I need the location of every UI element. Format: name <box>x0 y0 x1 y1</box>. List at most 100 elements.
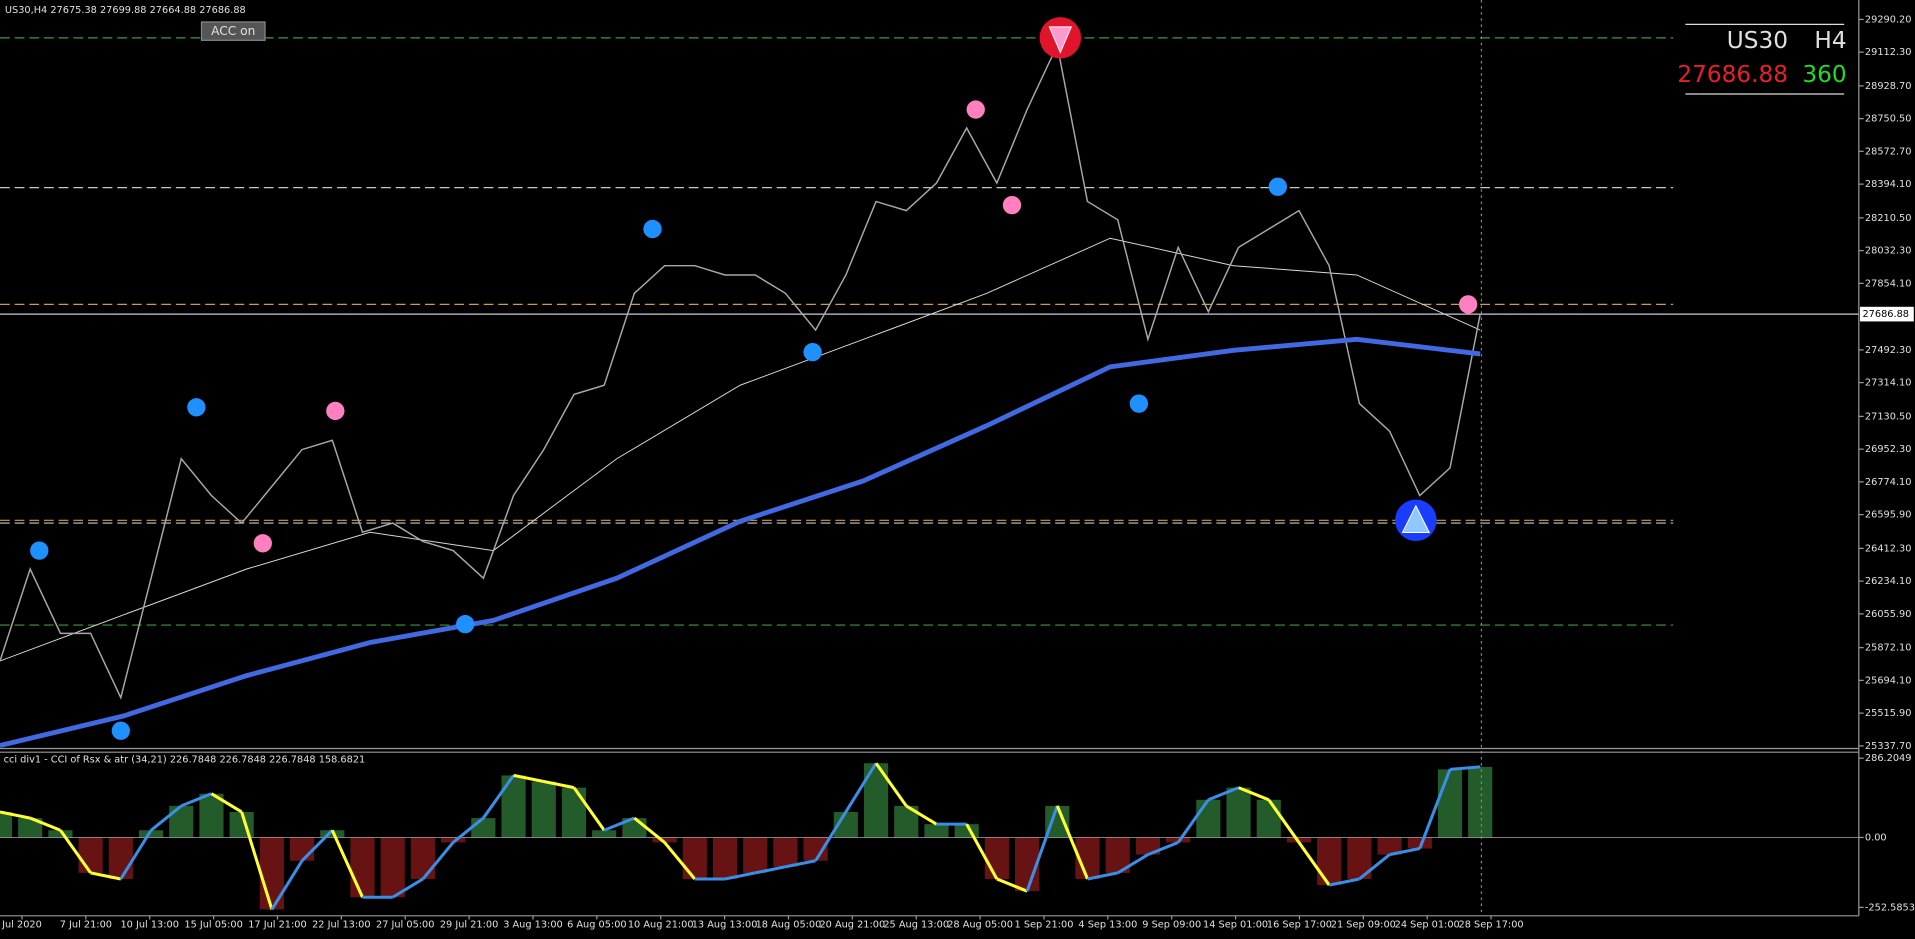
cci-segment <box>663 841 696 880</box>
y-tick-label: -252.5853 <box>1865 902 1915 913</box>
histogram-bar <box>410 837 436 879</box>
cci-segment <box>1297 841 1331 886</box>
x-tick-label: 10 Aug 21:00 <box>628 919 694 930</box>
panel-symbol: US30 <box>1727 27 1788 54</box>
y-tick-label: 25337.70 <box>1865 741 1912 752</box>
y-tick-label: 26595.90 <box>1865 510 1912 521</box>
acc-button-label[interactable]: ACC on <box>211 24 255 38</box>
cci-segment <box>210 792 243 814</box>
y-tick-label: 26055.90 <box>1865 609 1912 620</box>
cci-segment <box>59 829 92 874</box>
cci-segment <box>1418 768 1452 850</box>
y-tick-label: 26952.30 <box>1865 444 1912 455</box>
cci-segment <box>1267 798 1301 844</box>
cci-segment <box>1025 805 1059 892</box>
price-line <box>0 42 1481 700</box>
cci-segment <box>90 871 122 881</box>
panel-price: 27686.88 <box>1677 61 1788 88</box>
histogram-bar <box>924 824 949 838</box>
y-tick-label: 28032.30 <box>1865 246 1912 257</box>
acc-button[interactable] <box>200 21 266 41</box>
current-price-box <box>1860 306 1914 322</box>
cci-segment <box>1087 871 1119 881</box>
cci-segment <box>513 773 545 784</box>
panel-timeframe: H4 <box>1814 27 1846 54</box>
indicator-label: cci div1 - CCI of Rsx & atr (34,21) 226.… <box>4 755 366 766</box>
cci-segment <box>391 877 424 899</box>
x-tick-label: 6 Aug 05:00 <box>567 919 627 930</box>
cci-segment <box>270 859 304 911</box>
y-tick-label: 28928.70 <box>1865 81 1912 92</box>
signal-dot <box>643 219 662 239</box>
cci-segment <box>1358 853 1391 881</box>
histogram-bar <box>682 837 707 879</box>
histogram-bar <box>138 830 164 838</box>
x-tick-label: 18 Aug 05:00 <box>756 919 822 930</box>
histogram-bar <box>199 793 224 838</box>
histogram-bar <box>652 837 677 843</box>
cci-segment <box>421 841 455 880</box>
band-line <box>0 237 1481 662</box>
x-tick-label: 20 Aug 21:00 <box>819 919 885 930</box>
histogram-bar <box>531 781 556 838</box>
arrow-glyph <box>1401 504 1431 534</box>
y-tick-label: 29290.20 <box>1865 14 1912 25</box>
x-tick-label: 1 Sep 21:00 <box>1015 919 1074 930</box>
histogram-bar <box>0 811 13 838</box>
x-tick-label: 16 Sep 17:00 <box>1267 919 1332 930</box>
cci-segment <box>1389 847 1421 857</box>
x-tick-label: 13 Aug 13:00 <box>692 919 758 930</box>
cci-segment <box>754 865 786 875</box>
signal-dot <box>253 534 272 553</box>
x-tick-label: 28 Aug 05:00 <box>947 919 1013 930</box>
x-tick-label: 15 Jul 05:00 <box>184 919 242 930</box>
histogram-bar <box>78 837 103 873</box>
y-tick-label: 27492.30 <box>1865 345 1912 356</box>
cci-segment <box>330 829 364 898</box>
x-tick-label: 21 Sep 09:00 <box>1331 919 1396 930</box>
symbol-info: US30,H4 27675.38 27699.88 27664.88 27686… <box>5 5 246 16</box>
x-tick-label: 3 Aug 13:00 <box>503 919 563 930</box>
x-tick-label: 29 Jul 21:00 <box>440 919 498 930</box>
cci-segment <box>1176 798 1210 844</box>
histogram-bar <box>350 837 375 898</box>
x-tick-label: 14 Sep 01:00 <box>1203 919 1268 930</box>
cci-segment <box>1207 786 1240 802</box>
y-tick-label: 27130.50 <box>1865 411 1912 422</box>
cci-segment <box>996 877 1028 893</box>
moving-average <box>0 336 1481 748</box>
histogram-bar <box>1196 799 1221 838</box>
y-tick-label: 26412.30 <box>1865 543 1912 554</box>
signal-dot <box>187 398 206 417</box>
cci-segment <box>1328 877 1360 887</box>
y-tick-label: 25515.90 <box>1865 708 1912 719</box>
indicator-pane: 286.2049 0.00 -252.5853 <box>0 753 1915 913</box>
y-tick-label: 28572.70 <box>1865 146 1912 157</box>
cci-segment <box>814 811 848 862</box>
signal-dot <box>1458 295 1478 314</box>
x-tick-label: 17 Jul 21:00 <box>248 919 306 930</box>
cci-segment <box>543 780 575 790</box>
cci-segment <box>0 810 31 820</box>
cci-segment <box>965 823 999 880</box>
histogram-bar <box>290 837 315 861</box>
cci-segment <box>572 786 606 832</box>
cci-segment <box>1449 765 1481 771</box>
cci-segment <box>150 804 183 832</box>
histogram-bar <box>743 837 768 873</box>
histogram-bar <box>380 837 405 898</box>
y-tick-label: 29112.30 <box>1865 47 1912 58</box>
signal-dot <box>30 541 49 560</box>
cci-segment <box>301 829 334 862</box>
histogram-bar <box>1256 799 1281 838</box>
signal-dot <box>1129 394 1149 413</box>
signal-dot <box>803 342 822 362</box>
y-tick-label: 26774.10 <box>1865 477 1912 488</box>
y-tick-label: 25872.10 <box>1865 643 1912 654</box>
histogram-bar <box>1468 766 1493 838</box>
cci-segment <box>633 816 666 844</box>
x-tick-label: 24 Sep 01:00 <box>1395 919 1460 930</box>
histogram-bar <box>984 837 1009 879</box>
cci-segment <box>119 829 153 880</box>
